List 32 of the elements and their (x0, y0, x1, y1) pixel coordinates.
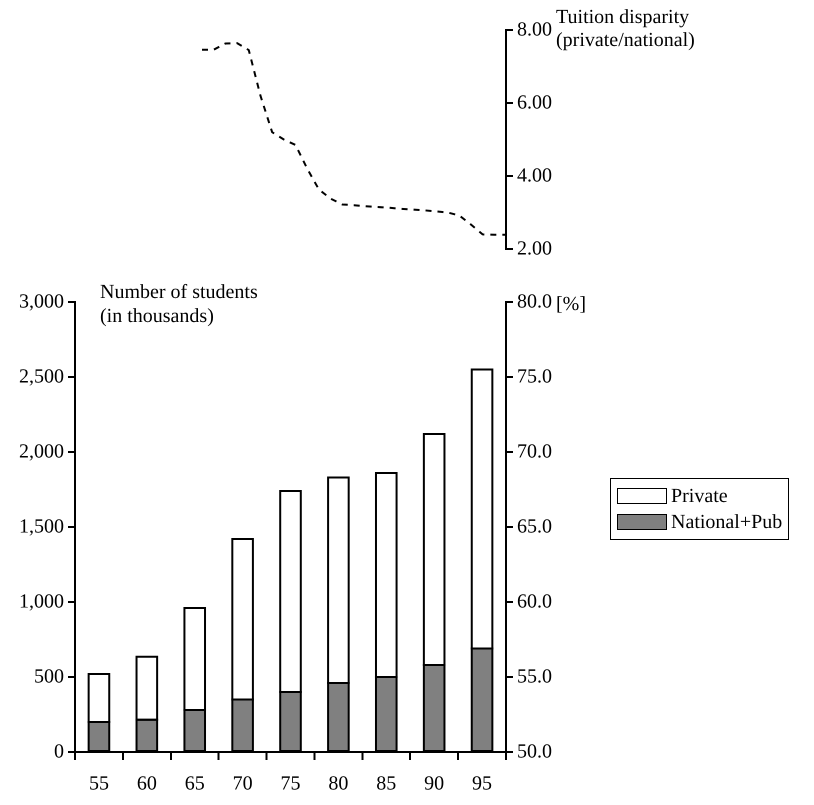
x-tick-label: 65 (184, 772, 205, 794)
y-tick-label: 8.00 (517, 18, 552, 40)
y2-tick-label: 80.0 (517, 290, 552, 312)
y-tick-label: 4.00 (517, 164, 552, 186)
y-tick-label: 1,000 (19, 590, 64, 612)
text: Private (671, 484, 728, 508)
x-tick-label: 60 (136, 772, 157, 794)
y2-tick-label: 75.0 (517, 365, 552, 388)
x-tick-label: 90 (424, 772, 444, 794)
y2-tick-label: 50.0 (517, 740, 552, 762)
y2-tick-label: 60.0 (517, 590, 552, 612)
x-tick-label: 95 (472, 772, 492, 794)
y-tick-label: 2.00 (517, 237, 552, 260)
x-tick-label: 75 (280, 772, 300, 794)
y2-axis-title: [%] (556, 293, 586, 315)
y-axis-title: Number of students (in thousands) (100, 281, 258, 327)
y2-tick-label: 65.0 (517, 515, 552, 538)
legend-label: National+Pub (671, 510, 782, 534)
y2-tick-label: 70.0 (517, 440, 552, 462)
x-tick-label: 55 (88, 772, 109, 794)
y-tick-label: 6.00 (517, 91, 552, 114)
y-tick-label: 2,000 (19, 440, 64, 462)
y2-tick-label: 55.0 (517, 665, 552, 688)
y-axis-title: Tuition disparity (private/national) (556, 6, 695, 51)
y-tick-label: 0 (54, 740, 64, 762)
y-tick-label: 1,500 (19, 515, 64, 538)
y-tick-label: 500 (34, 665, 64, 688)
x-tick-label: 70 (232, 772, 253, 794)
x-tick-label: 80 (328, 772, 348, 794)
y-tick-label: 2,500 (19, 365, 64, 388)
x-tick-label: 85 (376, 772, 396, 794)
y-tick-label: 3,000 (19, 290, 64, 312)
